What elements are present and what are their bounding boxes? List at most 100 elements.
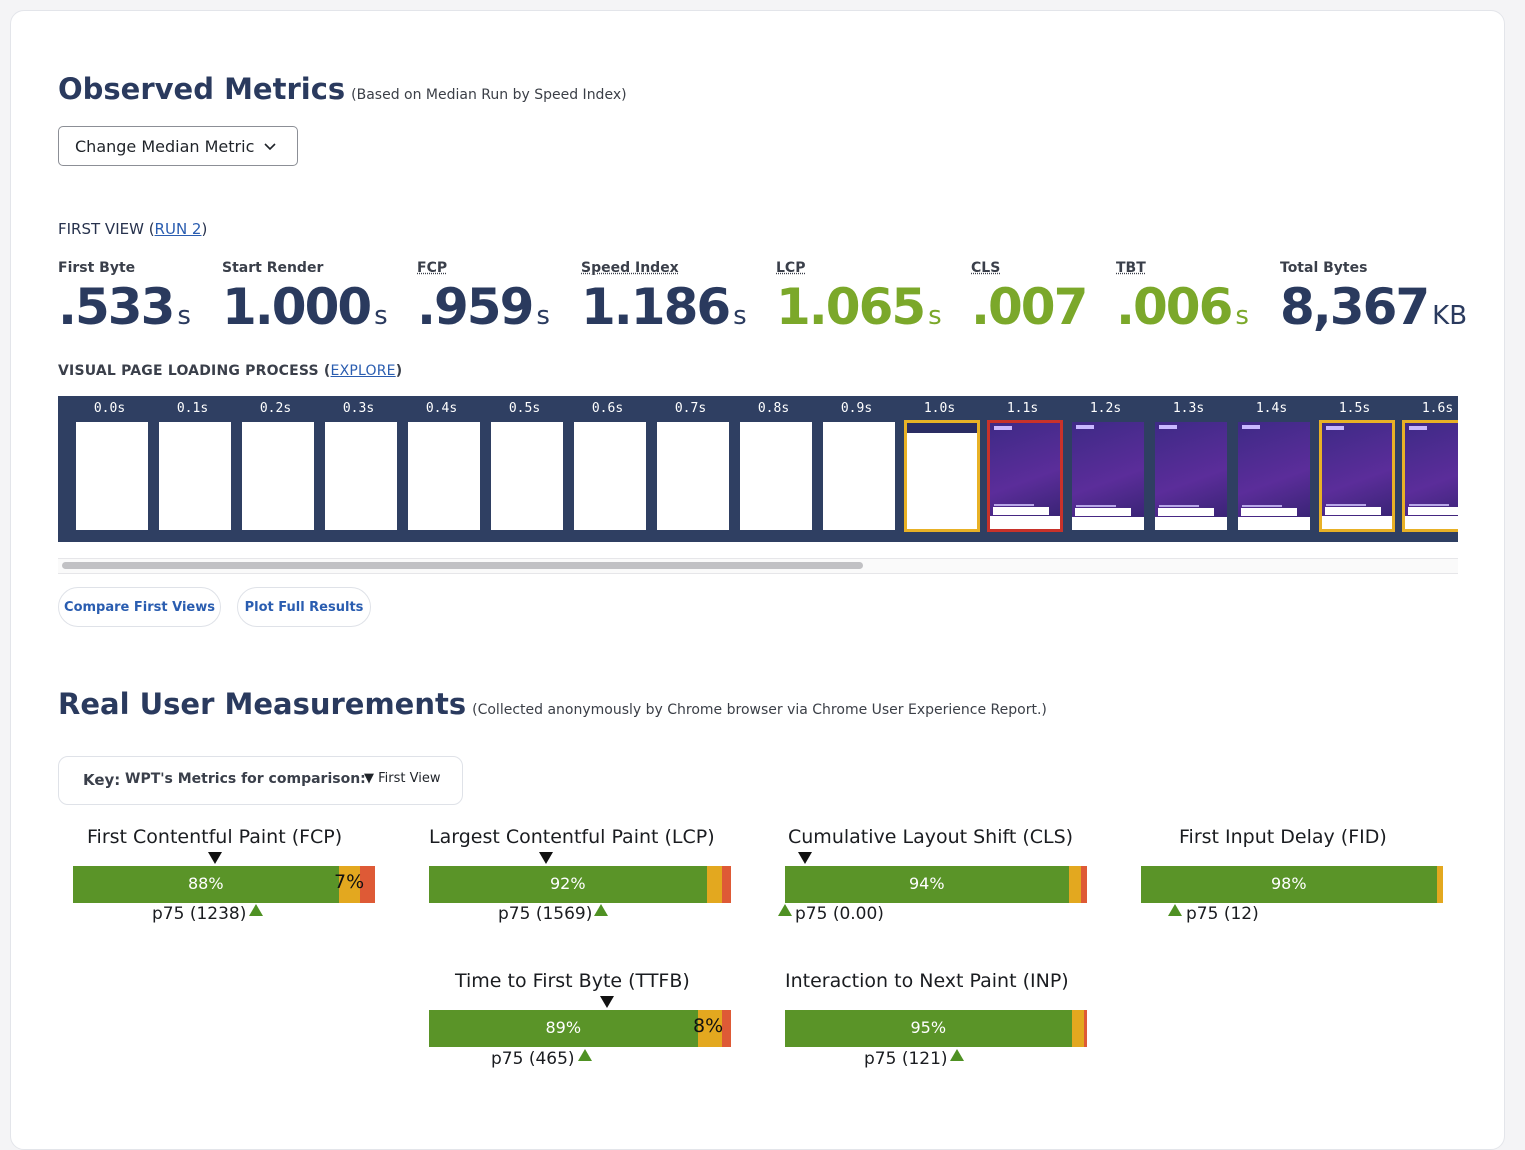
frame-thumbnail[interactable]	[491, 422, 563, 530]
thumbnail-box	[1325, 507, 1381, 516]
metric-label[interactable]: Speed Index	[581, 260, 679, 276]
frame-thumbnail[interactable]	[76, 422, 148, 530]
filmstrip-frame[interactable]: 0.1s	[151, 396, 234, 542]
observed-title-text: Observed Metrics	[58, 72, 346, 106]
metric-label: Total Bytes	[1280, 260, 1368, 276]
filmstrip-frame[interactable]: 1.3s	[1147, 396, 1230, 542]
filmstrip-scrollbar-thumb[interactable]	[62, 562, 863, 569]
good-percent-label: 89%	[545, 1018, 582, 1037]
frame-thumbnail[interactable]	[657, 422, 729, 530]
filmstrip[interactable]: 0.0s 0.1s 0.2s 0.3s 0.4s 0.5s 0.6s 0.7s 0.8s 0.9s…	[58, 396, 1458, 542]
metric-value: .006 s	[1116, 278, 1249, 336]
metric-label[interactable]: LCP	[776, 260, 806, 276]
filmstrip-frame[interactable]: 0.9s	[815, 396, 898, 542]
filmstrip-frame[interactable]: 0.7s	[649, 396, 732, 542]
frame-thumbnail[interactable]	[1072, 422, 1144, 530]
filmstrip-frame[interactable]: 0.2s	[234, 396, 317, 542]
frame-thumbnail[interactable]	[987, 420, 1063, 532]
frame-thumbnail[interactable]	[1319, 420, 1395, 532]
frame-thumbnail[interactable]	[904, 420, 980, 532]
rum-distribution-bar[interactable]: 94%	[785, 866, 1087, 903]
metric-first-byte: First Byte .533 s	[58, 260, 191, 336]
rum-distribution-bar[interactable]: 98%	[1141, 866, 1443, 903]
vplp-text: VISUAL PAGE LOADING PROCESS (	[58, 363, 331, 379]
frame-thumbnail[interactable]	[1238, 422, 1310, 530]
run-2-link[interactable]: RUN 2	[154, 220, 202, 238]
bar-segment-ni	[698, 1010, 722, 1047]
frame-thumbnail[interactable]	[1155, 422, 1227, 530]
frame-thumbnail[interactable]	[1402, 420, 1458, 532]
filmstrip-frame[interactable]: 0.0s	[68, 396, 151, 542]
rum-distribution-bar[interactable]: 95%	[785, 1010, 1087, 1047]
explore-link[interactable]: EXPLORE	[330, 363, 396, 379]
rum-distribution-bar[interactable]: 89% 8%	[429, 1010, 731, 1047]
frame-timestamp: 0.5s	[508, 401, 541, 416]
frame-thumbnail[interactable]	[408, 422, 480, 530]
bar-segment-good	[429, 866, 707, 903]
thumbnail-hero	[1322, 423, 1392, 517]
metric-start-render: Start Render 1.000 s	[222, 260, 388, 336]
filmstrip-frame[interactable]: 0.8s	[732, 396, 815, 542]
frame-thumbnail[interactable]	[823, 422, 895, 530]
metric-tbt: TBT .006 s	[1116, 260, 1249, 336]
metric-speed-index: Speed Index 1.186 s	[581, 260, 747, 336]
frame-timestamp: 1.3s	[1172, 401, 1205, 416]
thumbnail-box	[1241, 508, 1297, 517]
bar-segment-good	[1141, 866, 1437, 903]
filmstrip-frame[interactable]: 1.4s	[1230, 396, 1313, 542]
metric-value: 1.186 s	[581, 278, 747, 336]
key-legend: Key: WPT's Metrics for comparison: ▼ Fir…	[58, 756, 463, 805]
frame-thumbnail[interactable]	[574, 422, 646, 530]
vplp-suffix: )	[395, 363, 403, 379]
filmstrip-frame[interactable]: 0.6s	[566, 396, 649, 542]
p75-label: p75 (12)	[1186, 904, 1259, 924]
metric-label[interactable]: FCP	[417, 260, 448, 276]
p75-marker-icon	[1168, 904, 1182, 916]
rum-distribution-bar[interactable]: 88% 7%	[73, 866, 375, 903]
metric-label[interactable]: TBT	[1116, 260, 1146, 276]
frame-timestamp: 1.5s	[1338, 401, 1371, 416]
metric-number: .533	[58, 278, 175, 336]
frame-timestamp: 0.1s	[176, 401, 209, 416]
metric-value: .533 s	[58, 278, 191, 336]
bar-segment-good	[429, 1010, 698, 1047]
bar-segment-ni	[1437, 866, 1443, 903]
metric-label[interactable]: CLS	[971, 260, 1001, 276]
metric-number: .007	[971, 278, 1088, 336]
bar-segment-ni	[1069, 866, 1081, 903]
bar-segment-good	[73, 866, 339, 903]
filmstrip-frame[interactable]: 1.6s	[1396, 396, 1458, 542]
frame-thumbnail[interactable]	[242, 422, 314, 530]
filmstrip-frame[interactable]: 1.2s	[1064, 396, 1147, 542]
p75-label: p75 (121)	[864, 1049, 948, 1069]
p75-label: p75 (0.00)	[795, 904, 884, 924]
plot-full-results-button[interactable]: Plot Full Results	[237, 587, 371, 627]
filmstrip-frame[interactable]: 0.4s	[400, 396, 483, 542]
frame-thumbnail[interactable]	[740, 422, 812, 530]
frame-timestamp: 0.6s	[591, 401, 624, 416]
key-description: WPT's Metrics for comparison:	[125, 771, 366, 787]
compare-first-views-button[interactable]: Compare First Views	[58, 587, 221, 627]
frame-timestamp: 0.9s	[840, 401, 873, 416]
rum-heading: Real User Measurements (Collected anonymo…	[58, 687, 1047, 721]
bar-segment-poor	[1084, 1010, 1087, 1047]
filmstrip-frame[interactable]: 1.0s	[898, 396, 981, 542]
p75-label: p75 (1569)	[498, 904, 593, 924]
metric-lcp: LCP 1.065 s	[776, 260, 942, 336]
metric-value: .959 s	[417, 278, 550, 336]
frame-thumbnail[interactable]	[159, 422, 231, 530]
filmstrip-frame[interactable]: 1.5s	[1313, 396, 1396, 542]
thumbnail-hero	[1405, 423, 1458, 517]
rum-metric-title: Interaction to Next Paint (INP)	[785, 970, 1069, 992]
good-percent-label: 92%	[550, 874, 586, 893]
thumbnail-logo	[1409, 426, 1427, 430]
visual-loading-label: VISUAL PAGE LOADING PROCESS (EXPLORE)	[58, 363, 402, 379]
filmstrip-frame[interactable]: 1.1s	[981, 396, 1064, 542]
filmstrip-frame[interactable]: 0.5s	[483, 396, 566, 542]
filmstrip-frame[interactable]: 0.3s	[317, 396, 400, 542]
rum-distribution-bar[interactable]: 92%	[429, 866, 731, 903]
thumbnail-header	[907, 423, 977, 433]
rum-title-text: Real User Measurements	[58, 687, 467, 721]
change-median-metric-dropdown[interactable]: Change Median Metric	[58, 126, 298, 166]
frame-thumbnail[interactable]	[325, 422, 397, 530]
